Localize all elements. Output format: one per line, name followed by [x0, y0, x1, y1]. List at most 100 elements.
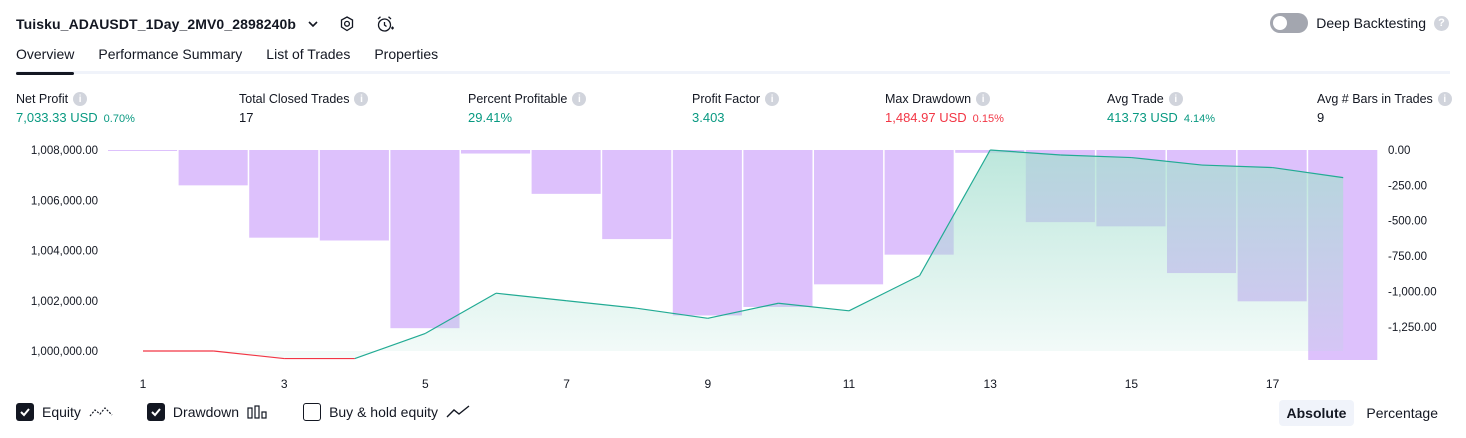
drawdown-bar [178, 150, 248, 186]
stat-label: Avg Trade [1107, 92, 1164, 106]
alert-clock-icon[interactable] [374, 13, 396, 35]
stat-percent: 0.15% [972, 113, 1004, 125]
drawdown-bar [319, 150, 389, 241]
info-icon[interactable]: i [73, 92, 88, 106]
bar-chart-icon [247, 405, 267, 419]
equity-segment [213, 350, 285, 360]
chevron-down-icon[interactable] [306, 17, 320, 31]
drawdown-bar [743, 150, 813, 307]
tab-properties[interactable]: Properties [374, 46, 439, 62]
x-axis-tick-label: 11 [843, 377, 856, 391]
buy-hold-checkbox[interactable] [303, 403, 322, 421]
equity-segment [1201, 164, 1273, 169]
stat-label: Profit Factor [692, 92, 761, 106]
stat-avg-trade: Avg Trade i 413.73 USD 4.14% [1107, 92, 1215, 125]
deep-backtesting-label: Deep Backtesting [1316, 15, 1426, 31]
stat-percent: 0.70% [103, 113, 135, 125]
stat-avg-bars: Avg # Bars in Trades i 9 [1317, 92, 1452, 125]
equity-segment [707, 302, 779, 319]
legend-drawdown[interactable]: Drawdown [146, 403, 269, 421]
x-axis-tick-label: 9 [704, 377, 711, 391]
equity-checkbox[interactable] [16, 403, 34, 421]
equity-segment [919, 149, 991, 276]
stat-label: Net Profit [16, 92, 69, 106]
equity-line-icon [89, 407, 113, 417]
legend-equity[interactable]: Equity [16, 403, 113, 421]
help-icon[interactable]: ? [1434, 15, 1449, 31]
stat-value: 3.403 [692, 110, 725, 125]
deep-backtesting-toggle[interactable] [1270, 13, 1309, 33]
info-icon[interactable]: i [765, 92, 780, 106]
left-axis-tick-label: 1,000,000.00 [31, 346, 98, 358]
percentage-button[interactable]: Percentage [1366, 405, 1438, 421]
drawdown-bar [249, 150, 319, 238]
stat-percent-profitable: Percent Profitable i 29.41% [468, 92, 587, 125]
stat-value: 17 [239, 110, 254, 125]
equity-segment [637, 307, 708, 319]
stat-value: 1,484.97 USD [885, 110, 967, 125]
equity-segment [495, 292, 567, 302]
stat-value: 7,033.33 USD [16, 110, 98, 125]
info-icon[interactable]: i [1437, 92, 1452, 106]
right-axis-tick-label: -1,000.00 [1388, 286, 1437, 298]
left-axis-tick-label: 1,004,000.00 [31, 246, 98, 258]
x-axis-tick-label: 13 [984, 377, 998, 391]
drawdown-bar [108, 150, 178, 151]
stat-label: Avg # Bars in Trades [1317, 92, 1433, 106]
chart-legend: Equity Drawdown Buy & hold equity [16, 403, 470, 421]
drawdown-bar [814, 150, 884, 285]
x-axis-tick-label: 17 [1266, 377, 1280, 391]
right-axis: 0.00 -250.00 -500.00 -750.00 -1,000.00 -1,250… [1388, 145, 1437, 334]
stat-total-closed-trades: Total Closed Trades i 17 [239, 92, 369, 125]
drawdown-bar [390, 150, 460, 329]
left-axis-tick-label: 1,002,000.00 [31, 296, 98, 308]
equity-segment [425, 292, 497, 334]
drawdown-checkbox[interactable] [146, 403, 165, 421]
absolute-button[interactable]: Absolute [1278, 400, 1355, 426]
deep-backtesting: Deep Backtesting ? [1270, 13, 1449, 33]
stat-label: Percent Profitable [468, 92, 568, 106]
x-axis: 1 3 5 7 9 11 13 15 17 [140, 377, 1280, 391]
stat-percent: 4.14% [1183, 113, 1216, 125]
legend-buy-hold-label: Buy & hold equity [329, 404, 439, 420]
strategy-name[interactable]: Tuisku_ADAUSDT_1Day_2MV0_2898240b [16, 16, 297, 32]
tab-performance-summary[interactable]: Performance Summary [98, 46, 243, 62]
drawdown-bar [531, 150, 601, 194]
stats-row: Net Profit i 7,033.33 USD 0.70% Total Clos… [0, 92, 1466, 132]
equity-segment [566, 300, 638, 309]
value-mode-switch: Absolute Percentage [1278, 400, 1447, 426]
x-axis-tick-label: 15 [1125, 377, 1139, 391]
left-axis-tick-label: 1,008,000.00 [31, 145, 98, 157]
equity-segment [1060, 154, 1132, 159]
equity-segment [778, 302, 850, 312]
tab-overview[interactable]: Overview [16, 46, 75, 75]
tab-list-of-trades[interactable]: List of Trades [266, 46, 351, 62]
x-axis-tick-label: 7 [563, 377, 570, 391]
info-icon[interactable]: i [1168, 92, 1183, 106]
right-axis-tick-label: 0.00 [1388, 145, 1410, 157]
settings-icon[interactable] [336, 13, 358, 35]
right-axis-tick-label: -250.00 [1388, 180, 1427, 192]
right-axis-tick-label: -500.00 [1388, 216, 1427, 228]
x-axis-tick-label: 3 [281, 377, 288, 391]
stat-value: 29.41% [468, 110, 513, 125]
legend-buy-hold[interactable]: Buy & hold equity [303, 403, 470, 421]
stat-label: Max Drawdown [885, 92, 972, 106]
equity-segment [354, 332, 426, 360]
right-axis-tick-label: -1,250.00 [1388, 322, 1437, 334]
equity-segment [1272, 166, 1344, 179]
info-icon[interactable]: i [572, 92, 587, 106]
equity-line [143, 149, 1344, 360]
x-axis-tick-label: 1 [140, 377, 147, 391]
equity-drawdown-chart[interactable]: 1,008,000.00 1,006,000.00 1,004,000.00 1,00… [0, 140, 1466, 398]
stat-profit-factor: Profit Factor i 3.403 [692, 92, 780, 125]
stat-label: Total Closed Trades [239, 92, 350, 106]
info-icon[interactable]: i [976, 92, 991, 106]
stat-value: 413.73 USD [1107, 110, 1178, 125]
equity-segment [990, 149, 1061, 156]
equity-segment [1131, 156, 1203, 166]
trend-line-icon [446, 405, 470, 418]
info-icon[interactable]: i [354, 92, 369, 106]
left-axis-tick-label: 1,006,000.00 [31, 195, 98, 207]
legend-drawdown-label: Drawdown [172, 404, 240, 420]
